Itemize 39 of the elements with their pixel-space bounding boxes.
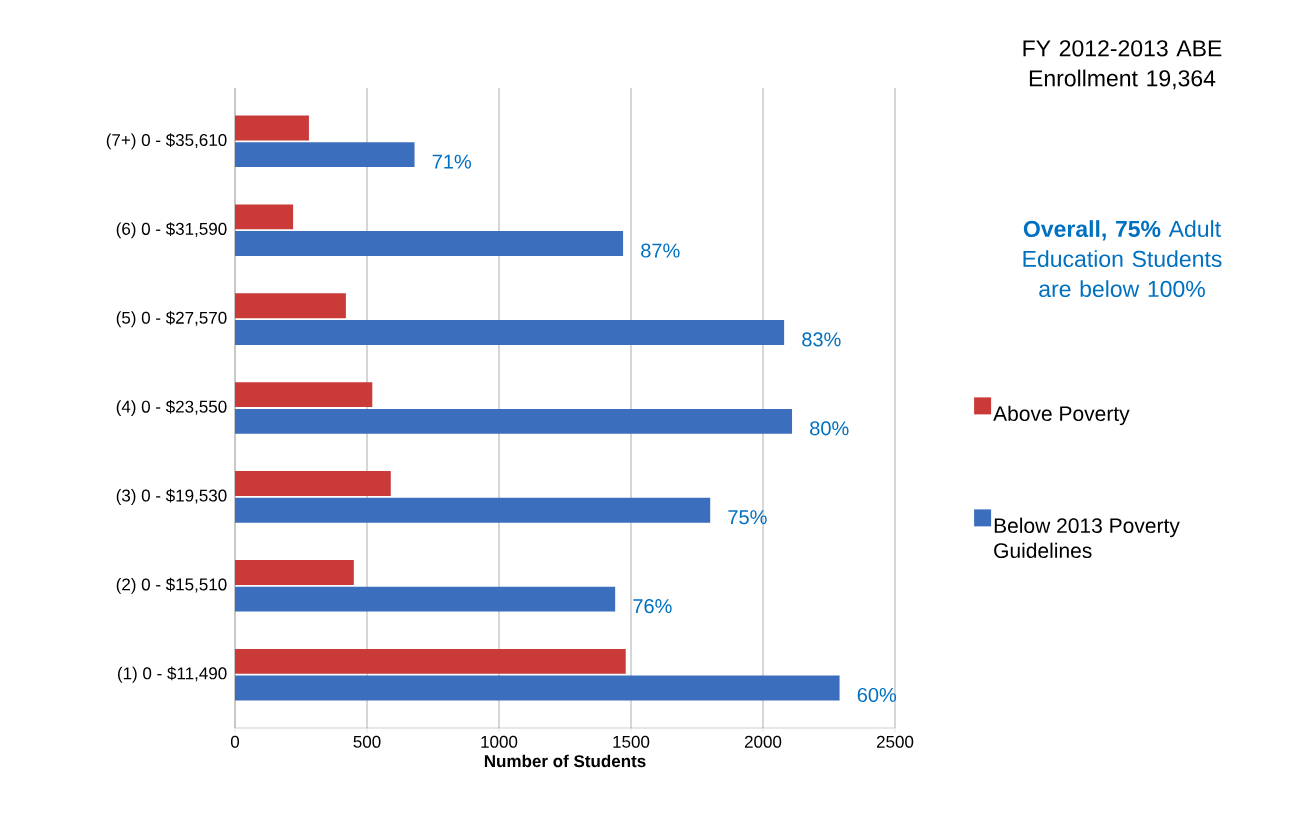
bar xyxy=(235,675,840,701)
y-tick-label: (1) 0 - $11,490 xyxy=(118,666,227,683)
annotation: 75% xyxy=(728,510,767,525)
bar xyxy=(235,408,793,434)
bar xyxy=(235,559,354,585)
bar xyxy=(235,648,626,674)
y-tick-label: (6) 0 - $31,590 xyxy=(116,222,227,239)
bar xyxy=(235,204,294,230)
bar xyxy=(235,115,309,141)
bar xyxy=(235,142,415,168)
annotation: 83% xyxy=(802,332,841,347)
annotation: 80% xyxy=(810,421,849,436)
annotation: 87% xyxy=(641,243,680,258)
bar xyxy=(235,471,391,496)
text: Overall, 75% Adult Education Students are below 100% xyxy=(1023,220,1222,298)
legend-label: Above Poverty xyxy=(993,405,1130,426)
y-tick-label: (3) 0 - $19,530 xyxy=(116,488,227,505)
bar xyxy=(235,382,373,408)
x-tick-label: 0 xyxy=(230,735,240,748)
y-tick-label: (7+) 0 - $35,610 xyxy=(106,133,227,150)
x-tick-label: 500 xyxy=(353,735,381,748)
legend-label: Below 2013 Poverty Guidelines xyxy=(994,517,1180,559)
bar xyxy=(235,586,616,612)
y-tick-label: (2) 0 - $15,510 xyxy=(116,577,227,594)
y-tick-label: (4) 0 - $23,550 xyxy=(116,399,227,417)
x-tick-label: 1000 xyxy=(481,735,518,748)
bar xyxy=(235,231,624,256)
x-tick-label: 1500 xyxy=(613,735,650,748)
annotation: 60% xyxy=(857,687,897,703)
bar xyxy=(235,293,346,319)
x-tick-label: 2000 xyxy=(744,735,782,748)
x-axis-title: Number of Students xyxy=(484,754,646,768)
text: FY 2012-2013 ABE Enrollment 19,364 xyxy=(1023,40,1222,90)
annotation: 71% xyxy=(432,154,472,169)
bar xyxy=(235,497,711,523)
y-tick-label: (5) 0 - $27,570 xyxy=(116,311,227,328)
bar xyxy=(235,319,785,345)
annotation: 76% xyxy=(633,599,672,614)
x-tick-label: 2500 xyxy=(876,735,914,748)
